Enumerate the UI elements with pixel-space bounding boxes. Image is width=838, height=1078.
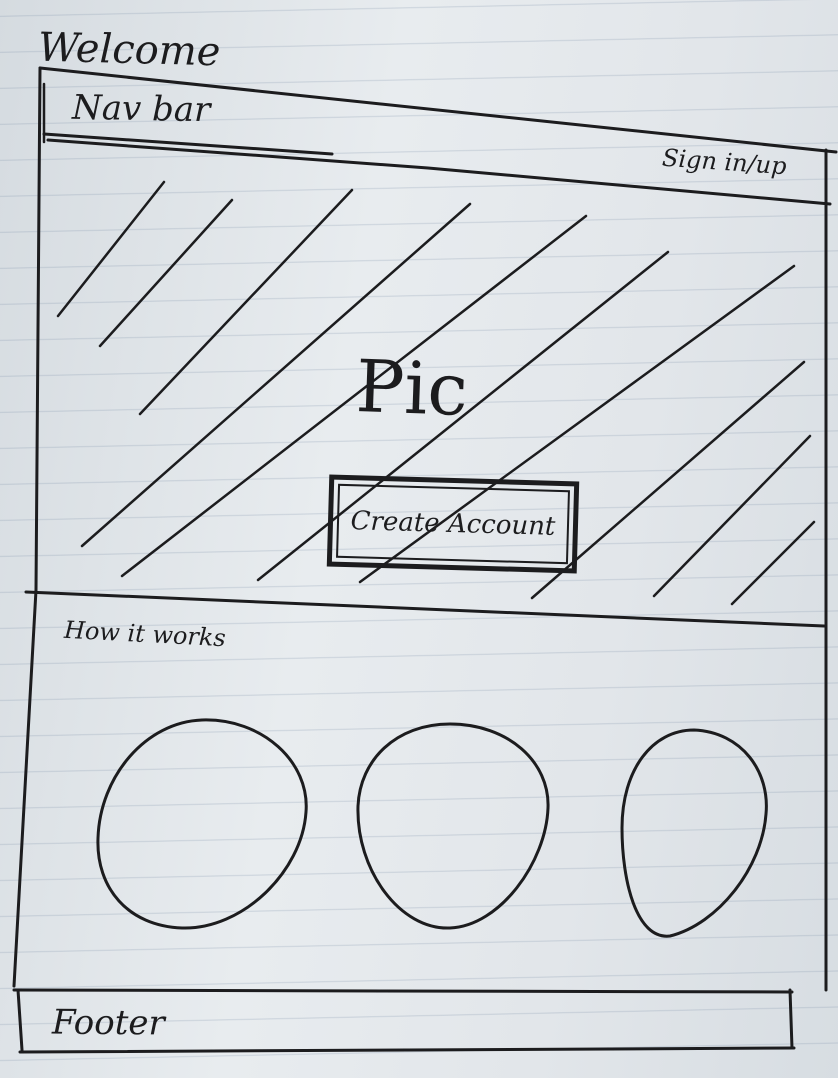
create-account-button-label: Create Account bbox=[350, 506, 556, 542]
step-circle-3 bbox=[620, 728, 768, 938]
footer-bottom-line bbox=[18, 1046, 796, 1054]
footer-left-edge bbox=[16, 988, 24, 1052]
footer-label: Footer bbox=[51, 1002, 165, 1044]
hero-bottom-line bbox=[24, 590, 826, 628]
create-account-button[interactable]: Create Account bbox=[326, 474, 580, 574]
hero-image-placeholder-label: Pic bbox=[354, 344, 470, 432]
step-circle-2 bbox=[356, 722, 550, 930]
navbar-divider bbox=[42, 132, 334, 156]
footer-right-edge bbox=[788, 988, 794, 1050]
frame-top-edge bbox=[38, 66, 838, 154]
page-title: Welcome bbox=[37, 24, 221, 76]
step-circle-1 bbox=[96, 718, 308, 930]
hero-hatching bbox=[56, 180, 816, 606]
footer-top-line bbox=[12, 988, 794, 994]
navbar-label: Nav bar bbox=[71, 87, 211, 131]
frame-left-edge bbox=[12, 66, 42, 988]
navbar-bottom-line bbox=[46, 138, 832, 206]
